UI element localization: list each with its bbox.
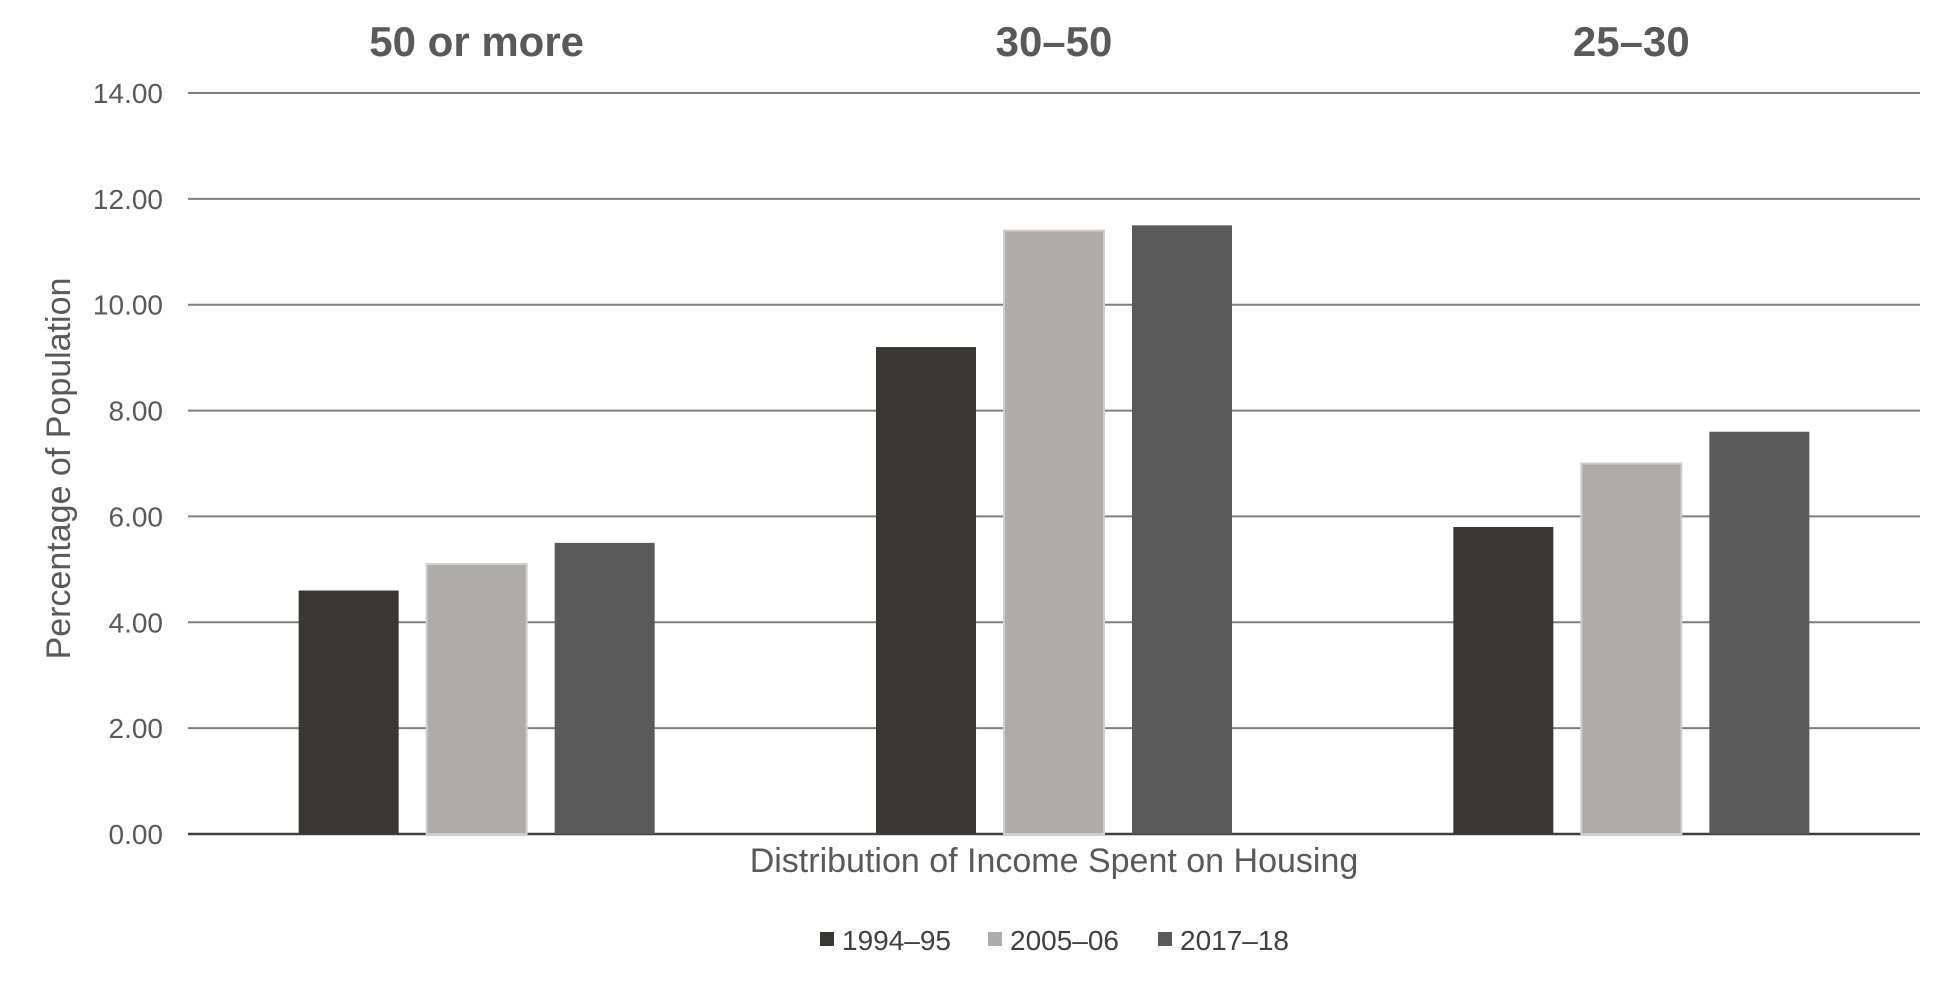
bars bbox=[298, 225, 1810, 836]
y-tick-labels: 0.00 2.00 4.00 6.00 8.00 10.00 12.00 14.00 bbox=[93, 78, 163, 850]
y-tick-label: 0.00 bbox=[109, 819, 164, 850]
legend: 1994–95 2005–06 2017–18 bbox=[820, 925, 1289, 956]
bar bbox=[1580, 462, 1683, 835]
y-tick-label: 10.00 bbox=[93, 290, 163, 321]
legend-swatch bbox=[820, 932, 834, 946]
legend-label: 2005–06 bbox=[1010, 925, 1119, 956]
y-tick-label: 8.00 bbox=[109, 396, 164, 427]
y-tick-label: 6.00 bbox=[109, 501, 164, 532]
y-tick-label: 2.00 bbox=[109, 713, 164, 744]
category-label: 30–50 bbox=[996, 18, 1113, 65]
bar bbox=[1003, 229, 1105, 836]
y-axis-title: Percentage of Population bbox=[40, 278, 78, 660]
y-tick-label: 4.00 bbox=[109, 607, 164, 638]
bar bbox=[1453, 527, 1554, 834]
bar bbox=[1132, 225, 1232, 835]
bar bbox=[425, 563, 528, 835]
bar bbox=[1709, 431, 1810, 834]
y-tick-label: 14.00 bbox=[93, 78, 163, 109]
category-labels: 50 or more 30–50 25–30 bbox=[369, 18, 1689, 65]
x-axis-title: Distribution of Income Spent on Housing bbox=[750, 842, 1359, 880]
bar bbox=[876, 347, 976, 834]
legend-swatch bbox=[1158, 932, 1172, 946]
legend-label: 2017–18 bbox=[1180, 925, 1289, 956]
category-label: 50 or more bbox=[369, 18, 584, 65]
bar bbox=[554, 542, 655, 834]
legend-label: 1994–95 bbox=[842, 925, 951, 956]
bar bbox=[298, 590, 399, 834]
y-tick-label: 12.00 bbox=[93, 184, 163, 215]
legend-swatch bbox=[988, 932, 1002, 946]
category-label: 25–30 bbox=[1573, 18, 1690, 65]
